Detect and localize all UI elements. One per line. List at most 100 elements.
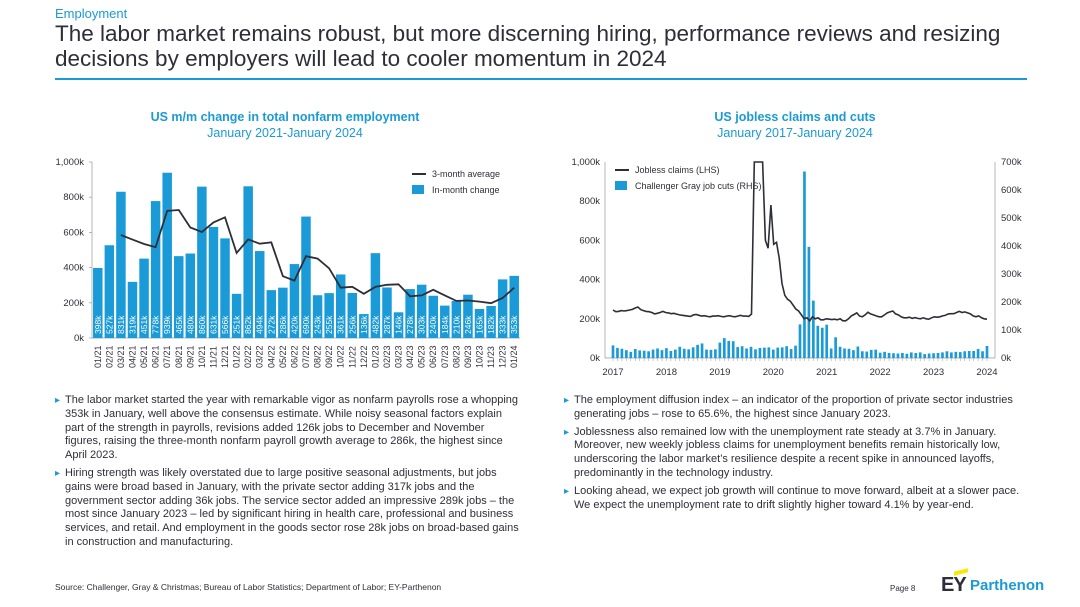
y-right-tick-label: 200k (1001, 297, 1022, 308)
bar (312, 295, 323, 338)
bullet-item: The employment diffusion index – an indi… (564, 394, 1032, 422)
y-tick-label: 0k (74, 333, 84, 344)
x-tick-label: 10/21 (197, 345, 207, 368)
x-tick-label: 02/23 (382, 345, 392, 368)
job-cuts-bar (754, 349, 757, 358)
x-tick-label: 01/22 (232, 345, 242, 368)
logo-parthenon: Parthenon (970, 577, 1045, 594)
job-cuts-bar (682, 348, 686, 358)
job-cuts-bar (958, 352, 962, 358)
bar (335, 274, 346, 338)
bar (185, 253, 196, 338)
bar (174, 256, 184, 338)
x-tick-label: 09/23 (463, 345, 473, 368)
data-label: 243k (313, 315, 323, 334)
x-tick-label: 2024 (976, 367, 997, 378)
x-tick-label: 11/23 (486, 346, 496, 368)
x-tick-label: 09/22 (324, 345, 334, 368)
data-label: 184k (440, 315, 450, 334)
bar (393, 312, 404, 338)
job-cuts-bar (714, 349, 717, 358)
legend-label: 3-month average (432, 169, 500, 179)
x-tick-label: 08/23 (451, 345, 461, 368)
job-cuts-bar (794, 345, 797, 358)
x-tick-label: 01/23 (370, 345, 380, 368)
bullet-item: Looking ahead, we expect job growth will… (564, 485, 1032, 513)
job-cuts-bar (678, 346, 682, 358)
x-tick-label: 03/22 (255, 345, 265, 368)
job-cuts-bar (749, 346, 753, 358)
job-cuts-bar (651, 349, 655, 358)
job-cuts-bar (941, 352, 944, 358)
bar (231, 293, 242, 338)
data-label: 862k (243, 315, 253, 334)
data-label: 631k (208, 315, 218, 334)
data-label: 778k (151, 315, 161, 334)
data-label: 319k (127, 315, 137, 334)
bar (220, 238, 230, 338)
bar (359, 314, 369, 338)
data-label: 256k (347, 315, 357, 334)
x-tick-label: 05/21 (139, 345, 149, 368)
data-label: 240k (428, 315, 438, 334)
bar (474, 308, 485, 338)
x-tick-label: 07/21 (162, 345, 172, 368)
job-cuts-bar (981, 351, 984, 358)
bar (486, 305, 496, 338)
source-note: Source: Challenger, Gray & Christmas; Bu… (55, 582, 442, 592)
y-tick-label: 200k (63, 298, 84, 309)
data-label: 480k (185, 315, 195, 334)
y-tick-label: 1,000k (55, 157, 84, 168)
x-tick-label: 2022 (870, 367, 891, 378)
job-cuts-bar (673, 349, 677, 358)
data-label: 333k (498, 315, 508, 334)
job-cuts-bar (883, 351, 886, 358)
payroll-chart: 0k 200k 400k 600k 800k 1,000k 398k 01/21 527k 02/… (55, 157, 520, 368)
data-label: 482k (370, 315, 380, 334)
bar (93, 267, 103, 338)
x-tick-label: 01/21 (93, 345, 103, 368)
job-cuts-bar (896, 353, 900, 358)
bar (266, 290, 277, 338)
y-right-tick-label: 600k (1001, 185, 1022, 196)
x-tick-label: 08/21 (174, 345, 184, 368)
job-cuts-bar (932, 353, 935, 358)
job-cuts-bar (785, 346, 788, 358)
data-label: 361k (336, 315, 346, 334)
job-cuts-bar (638, 350, 642, 358)
job-cuts-bar (776, 347, 780, 358)
job-cuts-bar (905, 353, 909, 358)
bar (428, 295, 438, 338)
x-tick-label: 11/22 (347, 346, 357, 368)
bullet-item: Joblessness also remained low with the u… (564, 426, 1032, 481)
page-title: The labor market remains robust, but mor… (55, 21, 1001, 71)
x-tick-label: 07/23 (440, 345, 450, 368)
bar (509, 275, 519, 338)
job-cuts-bar (709, 349, 713, 358)
job-cuts-bar (869, 349, 873, 358)
job-cuts-bar (923, 354, 927, 358)
bar (127, 281, 138, 338)
chart1-subtitle: January 2021-January 2024 (207, 126, 363, 140)
data-label: 246k (463, 315, 473, 334)
job-cuts-bar (767, 347, 771, 358)
bar (370, 253, 381, 338)
job-cuts-bar (878, 352, 882, 358)
x-tick-label: 09/21 (185, 345, 195, 368)
bar (197, 186, 207, 338)
job-cuts-bar (700, 343, 704, 358)
x-tick-label: 06/23 (428, 345, 438, 368)
job-cuts-bar (620, 348, 624, 358)
logo-ey: EY (941, 574, 967, 596)
y-right-tick-label: 0k (1001, 353, 1011, 364)
bar (139, 258, 149, 338)
job-cuts-bar (629, 351, 633, 358)
y-left-tick-label: 600k (579, 235, 600, 246)
ey-parthenon-logo: EY Parthenon (938, 568, 1044, 596)
chart2-subtitle: January 2017-January 2024 (717, 126, 873, 140)
data-label: 210k (451, 315, 461, 334)
bar (440, 305, 450, 338)
data-label: 182k (486, 315, 496, 334)
bar (116, 191, 126, 338)
x-tick-label: 04/21 (127, 345, 137, 368)
